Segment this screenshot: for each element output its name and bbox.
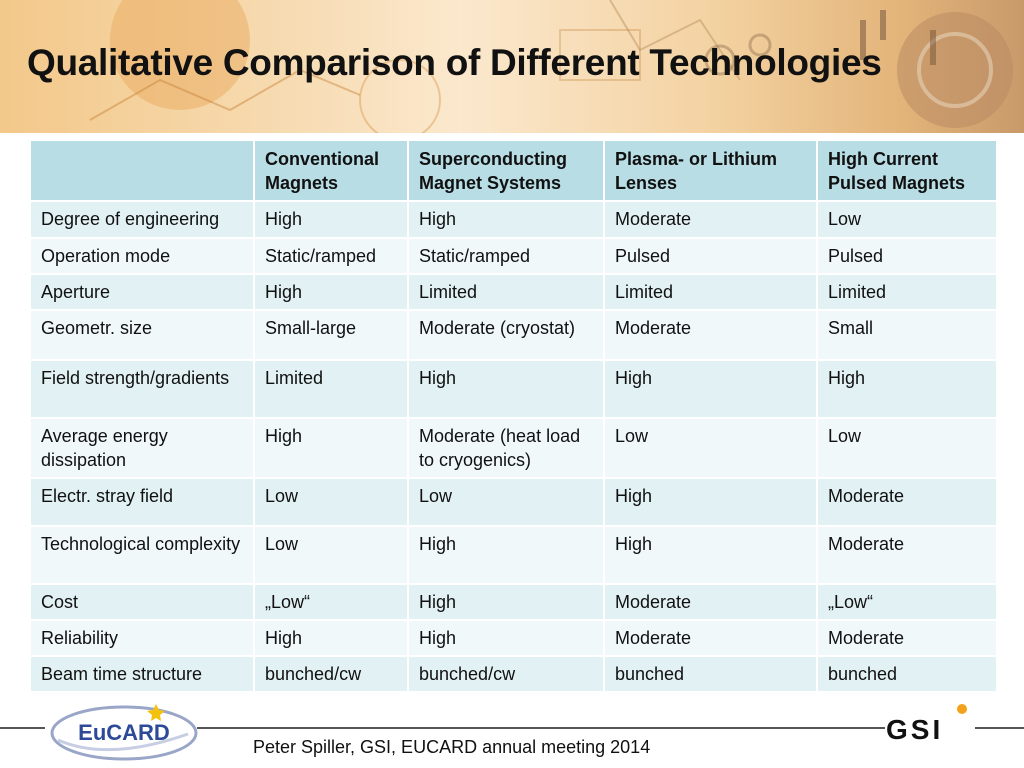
- row-label: Average energy dissipation: [31, 419, 255, 479]
- table-cell: High: [605, 527, 818, 585]
- table-cell: „Low“: [255, 585, 409, 621]
- table-cell: High: [255, 275, 409, 311]
- table-cell: Pulsed: [818, 239, 998, 275]
- row-label: Electr. stray field: [31, 479, 255, 527]
- eucard-logo-text: EuCARD: [78, 720, 170, 745]
- table-cell: Small-large: [255, 311, 409, 361]
- footer-divider: [0, 727, 45, 729]
- table-row: Electr. stray field Low Low High Moderat…: [31, 479, 998, 527]
- banner-decoration: [89, 0, 1013, 133]
- comparison-table: Conventional Magnets Superconducting Mag…: [31, 141, 998, 693]
- table-cell: Moderate: [605, 311, 818, 361]
- header-cell-empty: [31, 141, 255, 202]
- table-cell: bunched: [605, 657, 818, 693]
- table-cell: Low: [818, 202, 998, 239]
- table-cell: High: [409, 202, 605, 239]
- row-label: Technological complexity: [31, 527, 255, 585]
- row-label: Geometr. size: [31, 311, 255, 361]
- table-cell: Static/ramped: [409, 239, 605, 275]
- table-cell: Moderate: [818, 621, 998, 657]
- table-row: Beam time structure bunched/cw bunched/c…: [31, 657, 998, 693]
- table-cell: Low: [605, 419, 818, 479]
- table-cell: bunched/cw: [255, 657, 409, 693]
- table-cell: High: [409, 361, 605, 419]
- table-cell: High: [409, 621, 605, 657]
- table-cell: Moderate: [818, 479, 998, 527]
- table-cell: High: [605, 361, 818, 419]
- row-label: Aperture: [31, 275, 255, 311]
- table-cell: Moderate (cryostat): [409, 311, 605, 361]
- table-cell: Low: [409, 479, 605, 527]
- table-cell: High: [818, 361, 998, 419]
- table-cell: Low: [818, 419, 998, 479]
- table-cell: „Low“: [818, 585, 998, 621]
- table-cell: Limited: [409, 275, 605, 311]
- header-superconducting-magnet-systems: Superconducting Magnet Systems: [409, 141, 605, 202]
- header-high-current-pulsed-magnets: High Current Pulsed Magnets: [818, 141, 998, 202]
- table-cell: Limited: [818, 275, 998, 311]
- table-cell: Moderate (heat load to cryogenics): [409, 419, 605, 479]
- footer-divider: [975, 727, 1024, 729]
- table-cell: High: [605, 479, 818, 527]
- row-label: Operation mode: [31, 239, 255, 275]
- row-label: Reliability: [31, 621, 255, 657]
- table-header: Conventional Magnets Superconducting Mag…: [31, 141, 998, 202]
- table-row: Operation mode Static/ramped Static/ramp…: [31, 239, 998, 275]
- table-cell: Static/ramped: [255, 239, 409, 275]
- table-cell: Low: [255, 527, 409, 585]
- table-cell: High: [255, 202, 409, 239]
- table-cell: bunched/cw: [409, 657, 605, 693]
- eucard-logo: EuCARD: [50, 704, 198, 761]
- table-cell: bunched: [818, 657, 998, 693]
- gsi-logo: GSI: [886, 704, 967, 745]
- row-label: Beam time structure: [31, 657, 255, 693]
- table-row: Technological complexity Low High High M…: [31, 527, 998, 585]
- gsi-logo-text: GSI: [886, 714, 943, 745]
- footer-text: Peter Spiller, GSI, EUCARD annual meetin…: [253, 737, 651, 757]
- table-cell: High: [255, 621, 409, 657]
- table-cell: High: [409, 585, 605, 621]
- table-cell: Low: [255, 479, 409, 527]
- table-row: Degree of engineering High High Moderate…: [31, 202, 998, 239]
- page-title: Qualitative Comparison of Different Tech…: [27, 42, 882, 83]
- row-label: Degree of engineering: [31, 202, 255, 239]
- table-row: Reliability High High Moderate Moderate: [31, 621, 998, 657]
- table-row: Field strength/gradients Limited High Hi…: [31, 361, 998, 419]
- table-cell: High: [409, 527, 605, 585]
- header-banner: Qualitative Comparison of Different Tech…: [0, 0, 1024, 133]
- table-cell: Moderate: [605, 621, 818, 657]
- table-row: Geometr. size Small-large Moderate (cryo…: [31, 311, 998, 361]
- row-label: Field strength/gradients: [31, 361, 255, 419]
- table-cell: Pulsed: [605, 239, 818, 275]
- header-row: Conventional Magnets Superconducting Mag…: [31, 141, 998, 202]
- row-label: Cost: [31, 585, 255, 621]
- header-plasma-lithium-lenses: Plasma- or Lithium Lenses: [605, 141, 818, 202]
- table-row: Aperture High Limited Limited Limited: [31, 275, 998, 311]
- table-cell: High: [255, 419, 409, 479]
- table-cell: Limited: [255, 361, 409, 419]
- header-conventional-magnets: Conventional Magnets: [255, 141, 409, 202]
- table-row: Cost „Low“ High Moderate „Low“: [31, 585, 998, 621]
- table-cell: Small: [818, 311, 998, 361]
- table-cell: Moderate: [818, 527, 998, 585]
- table-cell: Moderate: [605, 585, 818, 621]
- table-cell: Moderate: [605, 202, 818, 239]
- table-row: Average energy dissipation High Moderate…: [31, 419, 998, 479]
- footer-divider: [197, 727, 885, 729]
- table-cell: Limited: [605, 275, 818, 311]
